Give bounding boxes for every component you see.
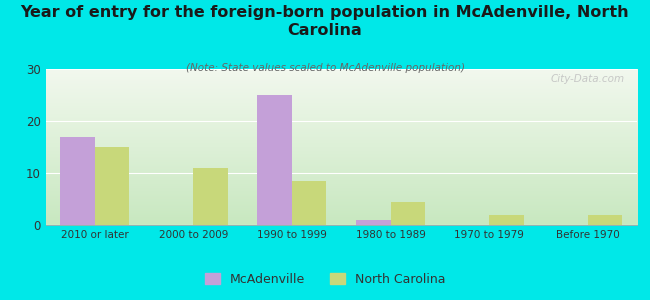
Bar — [60, 136, 95, 225]
Text: (Note: State values scaled to McAdenville population): (Note: State values scaled to McAdenvill… — [185, 63, 465, 73]
Text: City-Data.com: City-Data.com — [551, 74, 625, 84]
Bar — [292, 181, 326, 225]
Bar — [95, 147, 129, 225]
Bar — [257, 95, 292, 225]
Bar — [194, 168, 228, 225]
Bar — [356, 220, 391, 225]
Bar — [489, 214, 524, 225]
Text: Year of entry for the foreign-born population in McAdenville, North
Carolina: Year of entry for the foreign-born popul… — [21, 4, 629, 38]
Bar — [391, 202, 425, 225]
Legend: McAdenville, North Carolina: McAdenville, North Carolina — [200, 268, 450, 291]
Bar — [588, 214, 622, 225]
